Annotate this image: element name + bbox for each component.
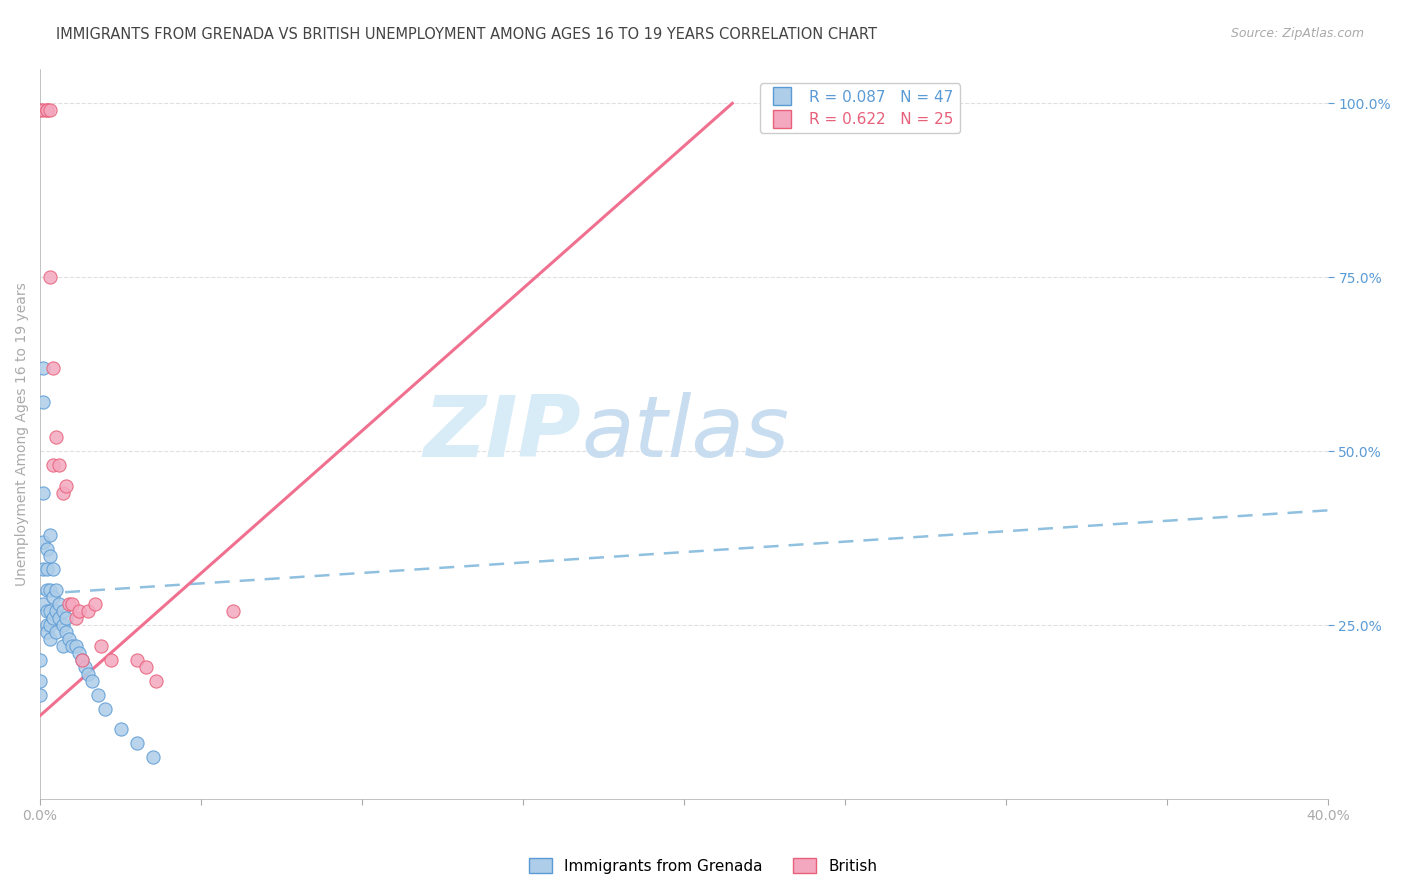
Point bbox=[55, 611, 77, 625]
Point bbox=[75, 660, 97, 674]
Point bbox=[32, 103, 55, 118]
Point bbox=[38, 604, 60, 618]
Point bbox=[65, 639, 87, 653]
Point bbox=[35, 618, 58, 632]
Text: ZIP: ZIP bbox=[423, 392, 581, 475]
Point bbox=[38, 270, 60, 285]
Point bbox=[52, 639, 75, 653]
Point bbox=[38, 549, 60, 563]
Point bbox=[32, 534, 55, 549]
Point bbox=[32, 562, 55, 576]
Point bbox=[38, 103, 60, 118]
Point bbox=[45, 604, 67, 618]
Point bbox=[35, 103, 58, 118]
Text: Source: ZipAtlas.com: Source: ZipAtlas.com bbox=[1230, 27, 1364, 40]
Legend: Immigrants from Grenada, British: Immigrants from Grenada, British bbox=[523, 852, 883, 880]
Point bbox=[142, 750, 165, 764]
Point bbox=[45, 430, 67, 444]
Y-axis label: Unemployment Among Ages 16 to 19 years: Unemployment Among Ages 16 to 19 years bbox=[15, 282, 30, 586]
Point bbox=[55, 625, 77, 640]
Point bbox=[32, 486, 55, 500]
Point bbox=[42, 458, 65, 472]
Point bbox=[35, 583, 58, 598]
Point bbox=[38, 527, 60, 541]
Point bbox=[42, 591, 65, 605]
Point bbox=[52, 604, 75, 618]
Point bbox=[80, 673, 103, 688]
Text: atlas: atlas bbox=[581, 392, 789, 475]
Point bbox=[35, 541, 58, 556]
Point bbox=[77, 604, 100, 618]
Point bbox=[35, 625, 58, 640]
Point bbox=[70, 653, 93, 667]
Point bbox=[42, 360, 65, 375]
Point bbox=[42, 562, 65, 576]
Point bbox=[77, 666, 100, 681]
Point bbox=[38, 618, 60, 632]
Point bbox=[65, 611, 87, 625]
Point bbox=[60, 639, 83, 653]
Legend: R = 0.087   N = 47, R = 0.622   N = 25: R = 0.087 N = 47, R = 0.622 N = 25 bbox=[761, 84, 960, 133]
Point bbox=[38, 583, 60, 598]
Point bbox=[45, 625, 67, 640]
Point bbox=[83, 597, 105, 611]
Point bbox=[55, 479, 77, 493]
Text: IMMIGRANTS FROM GRENADA VS BRITISH UNEMPLOYMENT AMONG AGES 16 TO 19 YEARS CORREL: IMMIGRANTS FROM GRENADA VS BRITISH UNEMP… bbox=[56, 27, 877, 42]
Point bbox=[32, 360, 55, 375]
Point bbox=[145, 673, 167, 688]
Point bbox=[32, 597, 55, 611]
Point bbox=[135, 660, 157, 674]
Point bbox=[67, 646, 90, 660]
Point bbox=[30, 673, 52, 688]
Point bbox=[52, 618, 75, 632]
Point bbox=[32, 395, 55, 409]
Point bbox=[48, 458, 70, 472]
Point bbox=[110, 723, 132, 737]
Point bbox=[90, 639, 112, 653]
Point bbox=[48, 611, 70, 625]
Point bbox=[38, 632, 60, 646]
Point bbox=[100, 653, 122, 667]
Point bbox=[48, 597, 70, 611]
Point bbox=[58, 632, 80, 646]
Point bbox=[67, 604, 90, 618]
Point bbox=[93, 701, 115, 715]
Point bbox=[87, 688, 110, 702]
Point bbox=[30, 103, 52, 118]
Point bbox=[42, 611, 65, 625]
Point bbox=[222, 604, 245, 618]
Point bbox=[45, 583, 67, 598]
Point bbox=[30, 653, 52, 667]
Point bbox=[58, 597, 80, 611]
Point bbox=[60, 597, 83, 611]
Point bbox=[35, 103, 58, 118]
Point bbox=[125, 736, 148, 750]
Point bbox=[35, 562, 58, 576]
Point bbox=[52, 486, 75, 500]
Point bbox=[70, 653, 93, 667]
Point bbox=[35, 604, 58, 618]
Point bbox=[125, 653, 148, 667]
Point bbox=[30, 688, 52, 702]
